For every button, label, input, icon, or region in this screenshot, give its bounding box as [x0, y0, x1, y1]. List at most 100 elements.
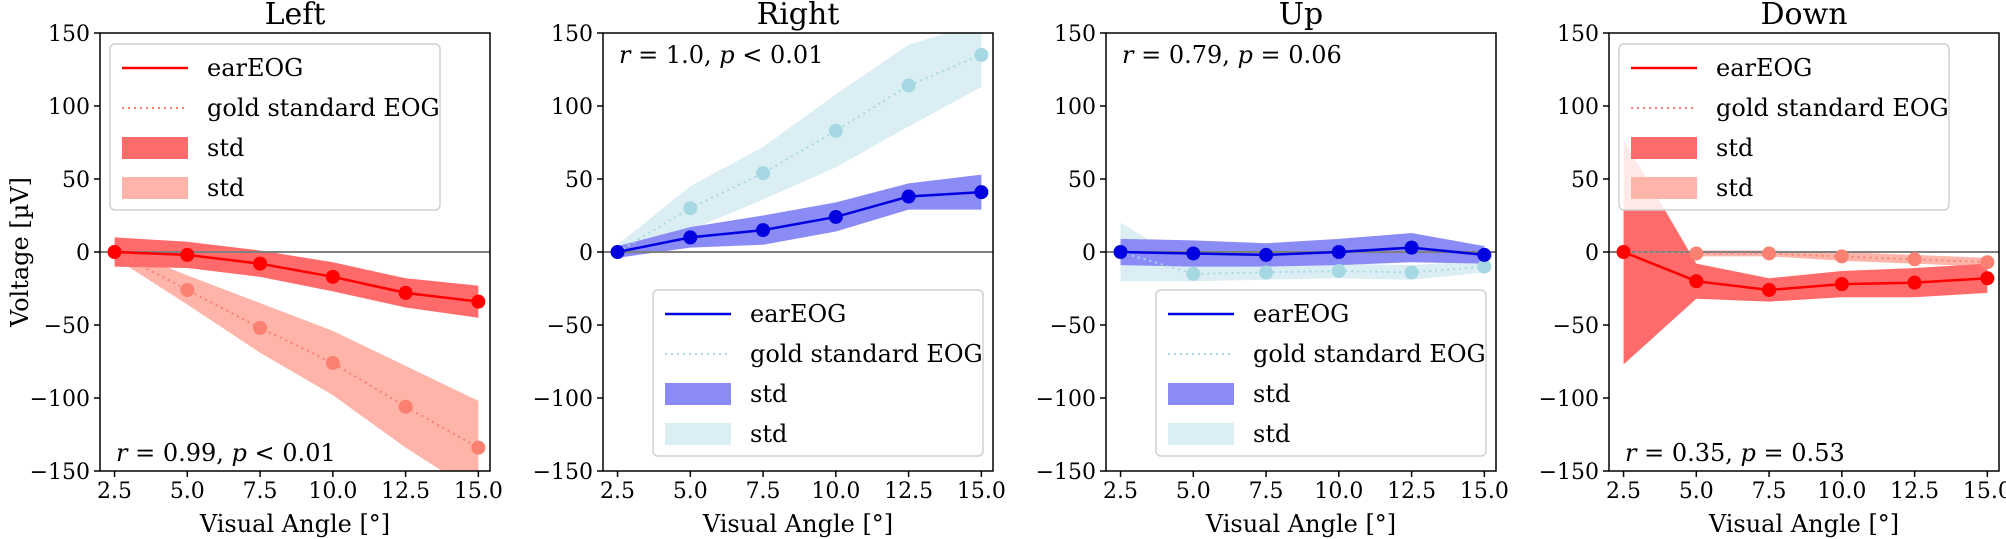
gold-std-band — [114, 246, 479, 471]
y-tick-label: 0 — [1082, 241, 1096, 266]
panel-title: Left — [265, 0, 326, 32]
x-tick-label: 12.5 — [1890, 479, 1939, 504]
ear-eog-point — [1980, 271, 1995, 286]
gold-standard-point — [1404, 265, 1419, 280]
x-axis-label: Visual Angle [°] — [1205, 510, 1396, 538]
ear-eog-point — [610, 245, 625, 259]
ear-eog-point — [1259, 247, 1274, 262]
legend-label: std — [207, 174, 244, 202]
legend-label: gold standard EOG — [1716, 94, 1949, 122]
gold-standard-point — [253, 320, 268, 335]
ear-eog-point — [325, 269, 340, 284]
legend: earEOG gold standard EOG std std — [652, 289, 984, 457]
gold-standard-point — [1980, 255, 1995, 270]
legend-ear-std-swatch — [1631, 137, 1697, 159]
legend-label: earEOG — [1716, 54, 1812, 82]
ear-eog-point — [828, 209, 843, 224]
ear-eog-point — [1186, 246, 1201, 261]
x-tick-label: 12.5 — [381, 479, 430, 504]
ear-eog-point — [974, 185, 989, 200]
gold-standard-line — [617, 53, 982, 253]
y-tick-label: 0 — [1585, 241, 1599, 266]
legend-label: std — [207, 134, 244, 162]
y-tick-label: 50 — [62, 168, 90, 193]
ear-eog-line — [1120, 246, 1485, 257]
gold-standard-point — [974, 47, 989, 62]
gold-standard-point — [1834, 249, 1849, 264]
plot-area — [1106, 222, 1496, 282]
y-tick-label: −100 — [1036, 387, 1096, 412]
ear-std-band — [1120, 233, 1485, 267]
y-tick-label: −100 — [1539, 387, 1599, 412]
legend-label: gold standard EOG — [750, 340, 983, 368]
legend-box — [1155, 289, 1487, 457]
x-tick-label: 10.0 — [308, 479, 357, 504]
correlation-annotation: r = 1.0, p < 0.01 — [619, 41, 823, 69]
panel-right: 150 100 50 0 −50 −100 −150 2.5 5.0 7.5 10.0 12.5 15.… — [533, 0, 1006, 538]
gold-standard-point — [471, 440, 486, 455]
panel-up: 150 100 50 0 −50 −100 −150 2.5 5.0 7.5 10.0 12.5 15.… — [1036, 0, 1509, 538]
legend-label: std — [1253, 380, 1290, 408]
ear-std-band — [617, 174, 982, 258]
y-tick-label: 50 — [565, 168, 593, 193]
x-tick-label: 10.0 — [811, 479, 860, 504]
legend-label: gold standard EOG — [1253, 340, 1486, 368]
ear-eog-point — [1477, 247, 1492, 262]
gold-standard-point — [1762, 246, 1777, 261]
x-tick-label: 15.0 — [1963, 479, 2006, 504]
x-axis-label: Visual Angle [°] — [199, 510, 390, 538]
y-tick-label: 150 — [551, 22, 593, 47]
gold-standard-point — [1477, 259, 1492, 274]
gold-standard-point — [325, 355, 340, 370]
plot-area — [100, 237, 490, 471]
y-tick-label: −150 — [1539, 460, 1599, 485]
legend-ear-std-swatch — [122, 137, 188, 159]
gold-std-band — [617, 33, 982, 260]
legend-label: std — [1716, 174, 1753, 202]
y-tick-label: 100 — [48, 95, 90, 120]
gold-standard-point — [756, 166, 771, 181]
gold-standard-point — [828, 123, 843, 138]
ear-eog-point — [107, 245, 122, 259]
x-tick-label: 2.5 — [600, 479, 635, 504]
gold-standard-point — [1907, 252, 1922, 267]
legend-box — [652, 289, 984, 457]
y-tick-label: −150 — [533, 460, 593, 485]
legend-label: earEOG — [207, 54, 303, 82]
legend: earEOG gold standard EOG std std — [109, 43, 441, 211]
legend-label: std — [750, 380, 787, 408]
y-tick-label: 100 — [551, 95, 593, 120]
y-tick-label: 150 — [48, 22, 90, 47]
legend-ear-std-swatch — [665, 383, 731, 405]
y-tick-label: 150 — [1557, 22, 1599, 47]
y-tick-label: 0 — [579, 241, 593, 266]
correlation-annotation: r = 0.79, p = 0.06 — [1122, 41, 1342, 69]
legend-gold-std-swatch — [665, 423, 731, 445]
gold-standard-line — [1120, 251, 1485, 275]
correlation-annotation: r = 0.99, p < 0.01 — [116, 439, 336, 467]
gold-standard-line — [1623, 251, 1988, 264]
legend-label: std — [750, 420, 787, 448]
x-tick-label: 10.0 — [1817, 479, 1866, 504]
ear-eog-point — [683, 230, 698, 245]
legend-label: std — [1253, 420, 1290, 448]
gold-standard-point — [683, 201, 698, 216]
panel-title: Up — [1279, 0, 1324, 32]
gold-standard-line — [114, 251, 479, 449]
y-tick-label: −50 — [44, 314, 90, 339]
x-tick-label: 7.5 — [1249, 479, 1284, 504]
gold-standard-point — [180, 282, 195, 297]
panel-title: Down — [1760, 0, 1847, 32]
x-tick-label: 7.5 — [746, 479, 781, 504]
correlation-annotation: r = 0.35, p = 0.53 — [1625, 439, 1845, 467]
gold-standard-point — [1186, 266, 1201, 281]
ear-eog-point — [1762, 282, 1777, 297]
y-tick-label: −100 — [30, 387, 90, 412]
x-tick-label: 10.0 — [1314, 479, 1363, 504]
x-tick-label: 5.0 — [673, 479, 708, 504]
y-tick-label: 150 — [1054, 22, 1096, 47]
y-axis-label: Voltage [µV] — [6, 177, 34, 328]
panel-left: 150 100 50 0 −50 −100 −150 2.5 5.0 7.5 10.0 12.5 15.… — [6, 0, 503, 538]
ear-eog-point — [471, 294, 486, 309]
ear-eog-point — [1834, 277, 1849, 292]
